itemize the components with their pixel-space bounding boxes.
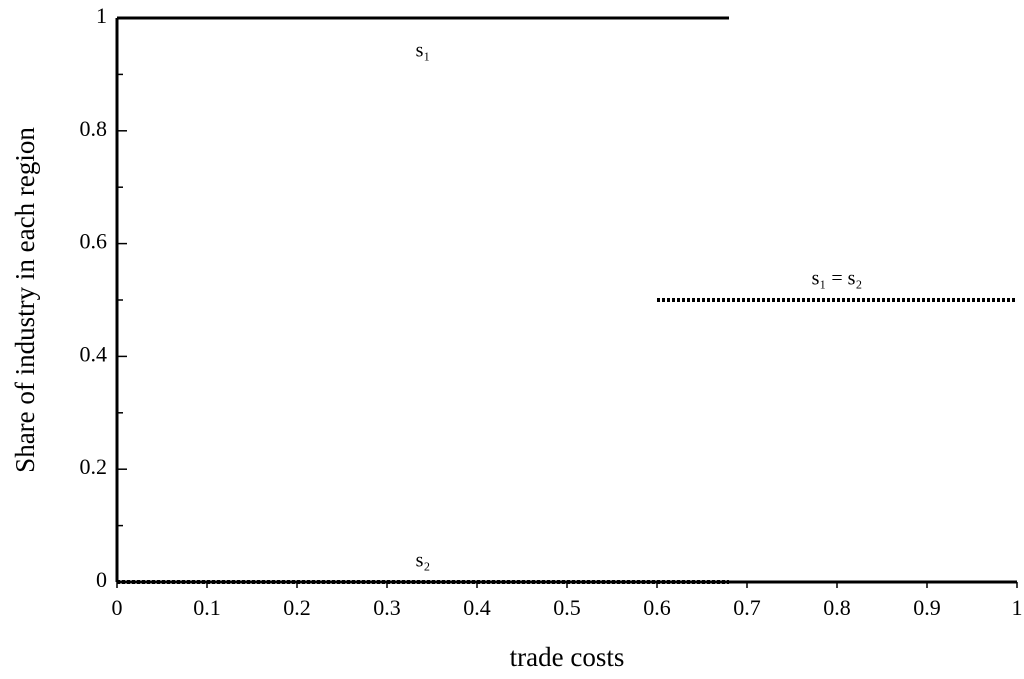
series-label: s₁ xyxy=(416,40,431,62)
x-tick-label: 0.4 xyxy=(463,595,491,620)
x-tick-label: 1 xyxy=(1012,595,1023,620)
x-tick-label: 0.9 xyxy=(913,595,941,620)
x-axis-label: trade costs xyxy=(510,642,625,672)
x-tick-label: 0.3 xyxy=(373,595,401,620)
x-tick-label: 0.2 xyxy=(283,595,311,620)
y-tick-label: 0.8 xyxy=(80,116,108,141)
y-tick-label: 0.4 xyxy=(80,341,108,366)
x-tick-label: 0.5 xyxy=(553,595,581,620)
x-tick-label: 0 xyxy=(112,595,123,620)
y-tick-label: 0.6 xyxy=(80,229,108,254)
y-tick-label: 0 xyxy=(96,567,107,592)
y-tick-label: 1 xyxy=(96,3,107,28)
x-tick-label: 0.1 xyxy=(193,595,221,620)
y-tick-label: 0.2 xyxy=(80,454,108,479)
y-axis-label: Share of industry in each region xyxy=(10,127,40,473)
x-tick-label: 0.8 xyxy=(823,595,851,620)
series-label: s₂ xyxy=(416,550,431,572)
series-label: s₁ = s₂ xyxy=(812,268,863,290)
x-tick-label: 0.6 xyxy=(643,595,671,620)
x-tick-label: 0.7 xyxy=(733,595,761,620)
